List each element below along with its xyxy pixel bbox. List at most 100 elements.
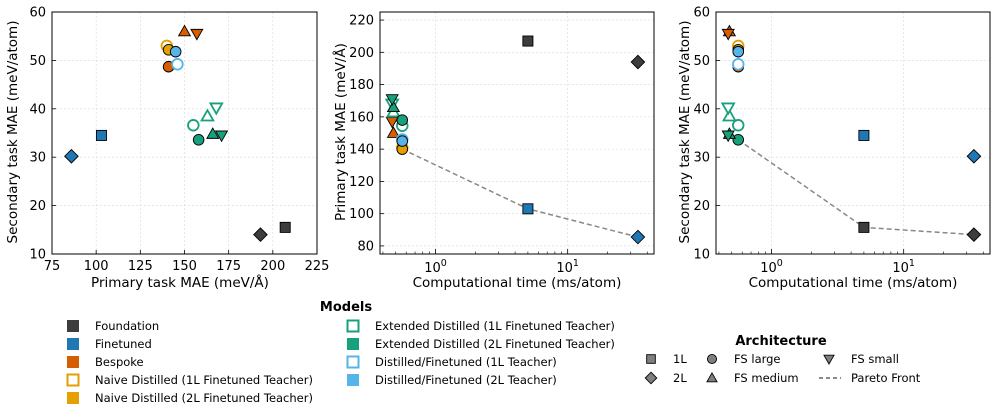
- legend-label: Foundation: [95, 319, 159, 333]
- x-tick-label: 100: [424, 258, 447, 276]
- x-tick-label: 150: [172, 259, 197, 274]
- point-finetuned-1l: [95, 129, 107, 141]
- legend-swatch-distilled-finetuned-1l-teacher: [346, 355, 360, 369]
- y-tick-label: 160: [349, 110, 374, 125]
- y-tick-label: 50: [693, 54, 710, 69]
- point-extended-distilled-1l-finetuned-teacher-fs-medium: [721, 108, 737, 122]
- point-foundation-2l: [966, 227, 982, 242]
- legend-label: Bespoke: [95, 355, 144, 369]
- point-extended-distilled-2l-finetuned-teacher-fs-small: [214, 130, 229, 143]
- x-axis-label: Computational time (ms/atom): [749, 275, 958, 291]
- legend-marker-fs-large: [706, 353, 718, 365]
- plot-frame: [379, 11, 655, 255]
- scatter-panel-primary-vs-time: Computational time (ms/atom) Primary tas…: [332, 11, 655, 291]
- x-tick-label: 101: [556, 258, 579, 276]
- models-legend-title: Models: [320, 300, 372, 315]
- y-tick-label: 40: [693, 102, 710, 117]
- y-axis-label: Secondary task MAE (meV/atom): [677, 21, 693, 244]
- x-tick-label: 100: [760, 258, 783, 276]
- point-extended-distilled-2l-finetuned-teacher-fs-medium: [206, 127, 220, 139]
- y-tick-label: 40: [29, 102, 46, 117]
- x-axis-label: Primary task MAE (meV/Å): [91, 274, 269, 291]
- legend-label: Finetuned: [95, 337, 152, 351]
- y-tick-label: 10: [29, 248, 46, 263]
- data-points: [64, 24, 291, 242]
- point-extended-distilled-2l-finetuned-teacher-fs-large: [192, 134, 205, 146]
- point-foundation-2l: [630, 54, 646, 70]
- point-bespoke-fs-small: [190, 28, 204, 41]
- legend-swatch-naive-distilled-2l-finetuned-teacher: [67, 392, 79, 404]
- point-distilled-finetuned-2l-teacher-fs-large: [732, 45, 745, 58]
- legend-label: FS small: [851, 352, 899, 366]
- legend-label: Distilled/Finetuned (2L Teacher): [375, 373, 557, 387]
- x-tick-label: 200: [260, 259, 285, 274]
- grid: [51, 11, 318, 255]
- point-extended-distilled-2l-finetuned-teacher-fs-small: [385, 94, 399, 106]
- scatter-panel-mae-vs-mae: Primary task MAE (meV/Å) Secondary task …: [5, 6, 329, 292]
- point-foundation-1l: [279, 221, 291, 233]
- point-extended-distilled-1l-finetuned-teacher-fs-large: [732, 119, 745, 132]
- legend-swatch-naive-distilled-1l-finetuned-teacher: [66, 373, 80, 387]
- data-points: [384, 35, 646, 245]
- y-axis-label: Primary task MAE (meV/Å): [332, 43, 349, 221]
- y-tick-label: 100: [349, 207, 374, 222]
- legend-swatch-finetuned: [67, 338, 79, 350]
- point-distilled-finetuned-2l-teacher-fs-large: [169, 45, 182, 58]
- point-finetuned-1l: [858, 129, 870, 141]
- legend-swatch-distilled-finetuned-2l-teacher: [347, 374, 359, 386]
- point-finetuned-2l: [966, 148, 982, 164]
- scatter-panel-secondary-vs-time: Computational time (ms/atom) Secondary t…: [677, 6, 991, 291]
- grid: [380, 12, 654, 254]
- point-extended-distilled-2l-finetuned-teacher-fs-large: [732, 134, 745, 146]
- point-extended-distilled-2l-finetuned-teacher-fs-medium: [386, 100, 401, 113]
- y-tick-label: 20: [29, 199, 46, 214]
- legend-label: FS medium: [734, 371, 799, 385]
- legend-label: Naive Distilled (1L Finetuned Teacher): [95, 373, 313, 387]
- y-tick-label: 120: [349, 175, 374, 190]
- legend-label: Pareto Front: [851, 371, 921, 385]
- point-distilled-finetuned-1l-teacher-fs-large: [732, 58, 745, 71]
- legend-label: Extended Distilled (2L Finetuned Teacher…: [375, 337, 615, 351]
- legend-marker-1l: [646, 354, 656, 364]
- point-bespoke-fs-medium: [386, 126, 401, 138]
- legend-marker-2l: [644, 371, 658, 385]
- ticks: 10 20 30 40 50 60 75 100 125 150 175 200 225: [29, 6, 329, 275]
- y-tick-label: 80: [357, 239, 374, 254]
- point-bespoke-fs-small: [721, 28, 735, 41]
- data-points: [720, 24, 982, 242]
- pareto-front-line: [401, 148, 639, 238]
- point-extended-distilled-2l-finetuned-teacher-fs-small: [721, 130, 735, 143]
- x-tick-label: 100: [84, 259, 109, 274]
- legend-swatch-foundation: [67, 320, 79, 332]
- pareto-front-line: [737, 139, 974, 236]
- x-axis-label: Computational time (ms/atom): [413, 275, 622, 291]
- ticks: 80 100 120 140 160 180 200 220 100 101: [349, 14, 648, 276]
- x-tick-label: 75: [44, 259, 61, 274]
- point-foundation-2l: [253, 227, 268, 242]
- y-tick-label: 60: [29, 6, 46, 21]
- legend-label: FS large: [734, 352, 781, 366]
- legend-marker-fs-medium: [706, 372, 718, 383]
- legend-swatch-bespoke: [67, 356, 79, 368]
- y-tick-label: 50: [29, 54, 46, 69]
- legend-label: 1L: [673, 352, 687, 366]
- point-extended-distilled-1l-finetuned-teacher-fs-small: [720, 102, 736, 116]
- point-finetuned-2l: [630, 229, 646, 245]
- architecture-legend-title: Architecture: [735, 334, 827, 349]
- y-tick-label: 30: [693, 151, 710, 166]
- legend-label: Naive Distilled (2L Finetuned Teacher): [95, 391, 313, 405]
- y-axis-label: Secondary task MAE (meV/atom): [5, 21, 21, 244]
- architecture-legend: Architecture 1L 2L FS large FS medium FS sma…: [644, 334, 921, 385]
- y-tick-label: 10: [693, 248, 710, 263]
- point-extended-distilled-1l-finetuned-teacher-fs-large: [187, 119, 200, 132]
- y-tick-label: 200: [349, 46, 374, 61]
- y-tick-label: 20: [693, 199, 710, 214]
- legend-swatch-extended-distilled-2l-finetuned-teacher: [347, 338, 359, 350]
- models-legend: Models Foundation Finetuned Bespoke Naive D…: [66, 300, 615, 405]
- y-tick-label: 220: [349, 14, 374, 29]
- x-tick-label: 225: [305, 259, 330, 274]
- plot-frame: [715, 11, 991, 255]
- x-tick-label: 125: [128, 259, 153, 274]
- legend-label: 2L: [673, 371, 687, 385]
- legend-label: Distilled/Finetuned (1L Teacher): [375, 355, 557, 369]
